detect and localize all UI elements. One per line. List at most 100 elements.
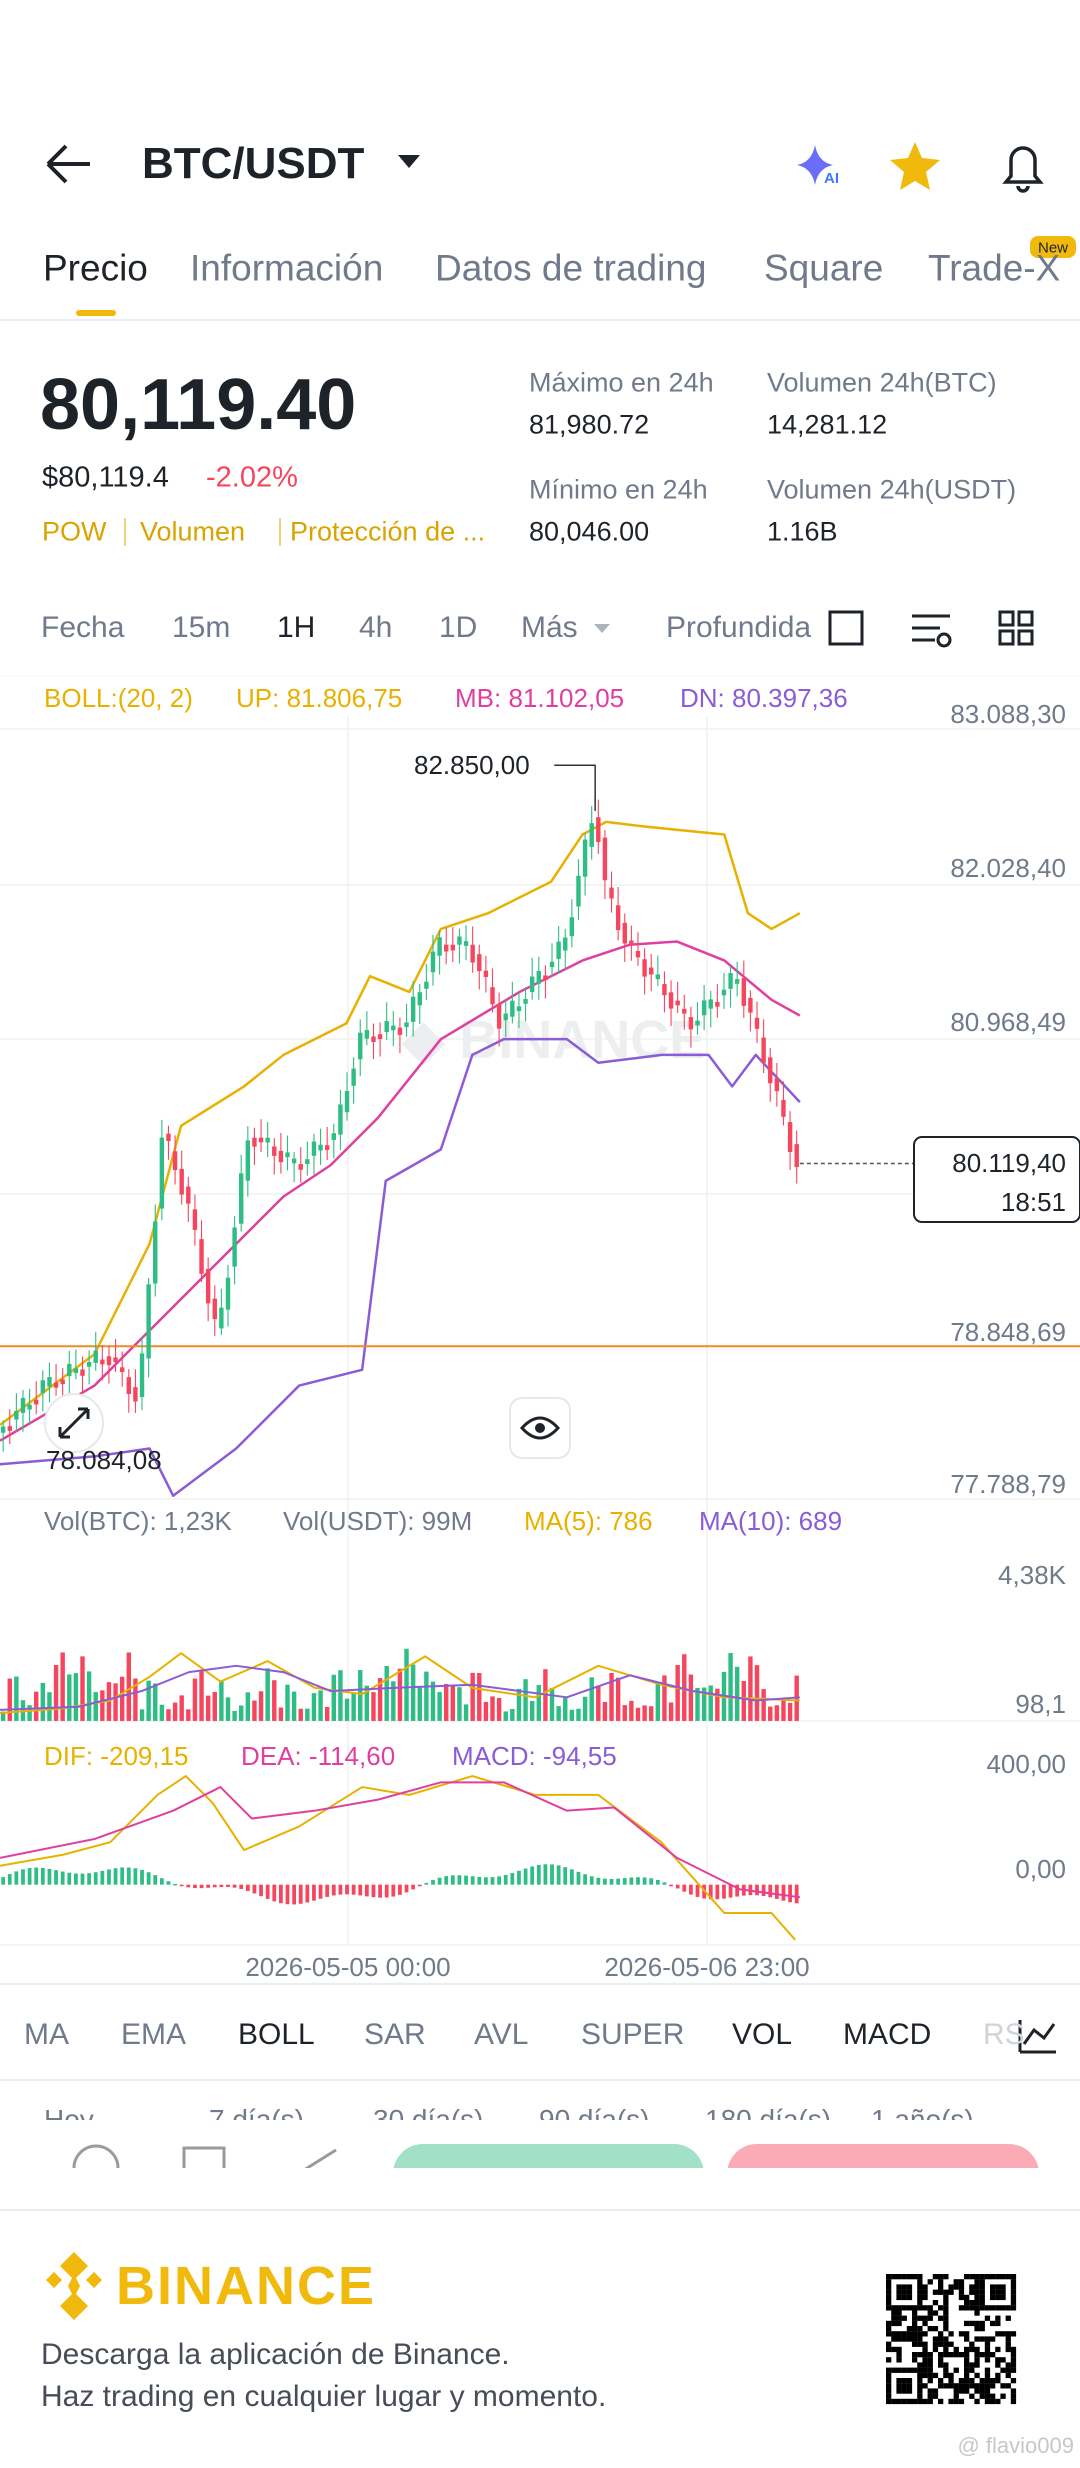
tag[interactable]: Volumen — [140, 516, 246, 547]
qr-module — [938, 2341, 944, 2347]
indicator-settings-icon[interactable] — [1018, 2020, 1056, 2054]
indicator-tab[interactable]: BOLL — [238, 2018, 315, 2051]
qr-module — [984, 2383, 991, 2389]
volume-bar — [34, 1691, 39, 1721]
interval[interactable]: 4h — [359, 611, 393, 644]
volume-bar — [377, 1678, 383, 1721]
interval[interactable]: Profundida — [666, 613, 812, 643]
qr-module — [958, 2289, 965, 2295]
range-tab[interactable]: 1 año(s) — [871, 2104, 974, 2121]
qr-module — [943, 2383, 949, 2389]
fullscreen-icon[interactable] — [828, 610, 864, 646]
volume-bar — [133, 1678, 138, 1721]
qr-module — [927, 2378, 933, 2384]
tab[interactable]: Square — [764, 247, 884, 289]
tab[interactable]: Trade-X — [928, 247, 1061, 289]
binance-logo-mark — [46, 2252, 102, 2320]
favorite-star[interactable] — [890, 142, 940, 190]
volume-bar — [14, 1676, 19, 1721]
macd-bar — [371, 1884, 376, 1898]
pair-title[interactable]: BTC/USDT — [142, 139, 365, 188]
qr-module — [896, 2367, 902, 2373]
qr-module — [990, 2378, 996, 2384]
candle-body — [67, 1363, 72, 1377]
tag[interactable]: Protección de ... — [290, 516, 486, 547]
macd-bar — [636, 1877, 640, 1885]
qr-module — [917, 2274, 923, 2280]
qr-module — [943, 2341, 949, 2347]
macd-bar — [556, 1865, 561, 1885]
qr-module — [922, 2284, 928, 2290]
qr-module — [1010, 2305, 1017, 2311]
interval[interactable]: Fecha — [41, 611, 125, 644]
qr-module — [990, 2393, 996, 2399]
qr-module — [906, 2289, 913, 2295]
time-axis-label: 2026-05-06 23:00 — [604, 1952, 810, 1982]
pair-dropdown[interactable] — [398, 155, 420, 168]
qr-module — [917, 2367, 923, 2373]
tab[interactable]: Precio — [43, 247, 148, 289]
volume-bar — [285, 1684, 290, 1721]
ai-icon[interactable] — [797, 145, 833, 185]
qr-module — [1005, 2383, 1011, 2389]
layout-icon — [998, 629, 1015, 646]
volume-bar — [73, 1673, 79, 1721]
layout-icon[interactable] — [998, 610, 1015, 627]
qr-module — [969, 2346, 975, 2353]
settings-icon[interactable] — [912, 614, 950, 642]
qr-module — [964, 2346, 970, 2353]
back-arrow[interactable] — [46, 144, 90, 184]
qr-module — [979, 2320, 985, 2327]
qr-module — [979, 2383, 985, 2389]
range-tab[interactable]: 90 día(s) — [539, 2104, 650, 2121]
range-row: Hoy 7 día(s) 30 día(s) 90 día(s) 180 día… — [0, 2090, 1080, 2121]
volume-bar — [86, 1671, 92, 1721]
candle-body — [377, 1034, 383, 1039]
qr-module — [922, 2341, 928, 2347]
indicator-tab[interactable]: AVL — [474, 2018, 529, 2051]
indicator-tab[interactable]: MA — [24, 2018, 69, 2051]
volume-bar — [437, 1692, 442, 1721]
qr-module — [979, 2300, 985, 2306]
tab[interactable]: Datos de trading — [435, 247, 707, 289]
qr-module — [927, 2393, 933, 2399]
tab[interactable]: Información — [190, 247, 384, 289]
volume-bar — [602, 1701, 608, 1721]
indicator-tab[interactable]: RS — [983, 2018, 1025, 2051]
candle-body — [655, 974, 661, 980]
candle-body — [219, 1307, 224, 1329]
tag[interactable]: POW — [42, 516, 107, 547]
indicator-tab[interactable]: SUPER — [581, 2018, 685, 2051]
qr-module — [901, 2336, 907, 2342]
qr-module — [932, 2274, 939, 2280]
interval[interactable]: Más — [521, 611, 578, 644]
interval[interactable]: 1D — [439, 611, 478, 644]
interval[interactable]: 15m — [172, 611, 231, 644]
range-tab[interactable]: 30 día(s) — [373, 2104, 484, 2121]
range-tab[interactable]: 180 día(s) — [705, 2104, 832, 2121]
range-tab[interactable]: Hoy — [44, 2104, 94, 2121]
candle-body — [93, 1350, 98, 1363]
alert-bell[interactable] — [1002, 146, 1044, 193]
more-dropdown[interactable] — [594, 624, 610, 633]
range-tab[interactable]: 7 día(s) — [209, 2104, 304, 2121]
qr-module — [896, 2305, 902, 2311]
qr-module — [891, 2274, 897, 2280]
interval[interactable]: 1H — [277, 611, 316, 644]
qr-module — [1010, 2289, 1017, 2295]
candle-body — [384, 1021, 389, 1033]
macd-bar — [689, 1884, 693, 1895]
qr-module — [906, 2378, 913, 2384]
indicator-tab[interactable]: SAR — [364, 2018, 426, 2051]
macd-bar — [788, 1884, 792, 1903]
candle-body — [649, 967, 654, 975]
qr-module — [1010, 2352, 1017, 2358]
qr-module — [938, 2352, 944, 2358]
qr-module — [896, 2352, 902, 2358]
indicator-tab[interactable]: EMA — [121, 2018, 187, 2051]
indicator-tab[interactable]: MACD — [843, 2018, 932, 2051]
qr-module — [979, 2294, 985, 2301]
indicator-tab[interactable]: VOL — [732, 2018, 793, 2051]
qr-module — [964, 2372, 970, 2379]
